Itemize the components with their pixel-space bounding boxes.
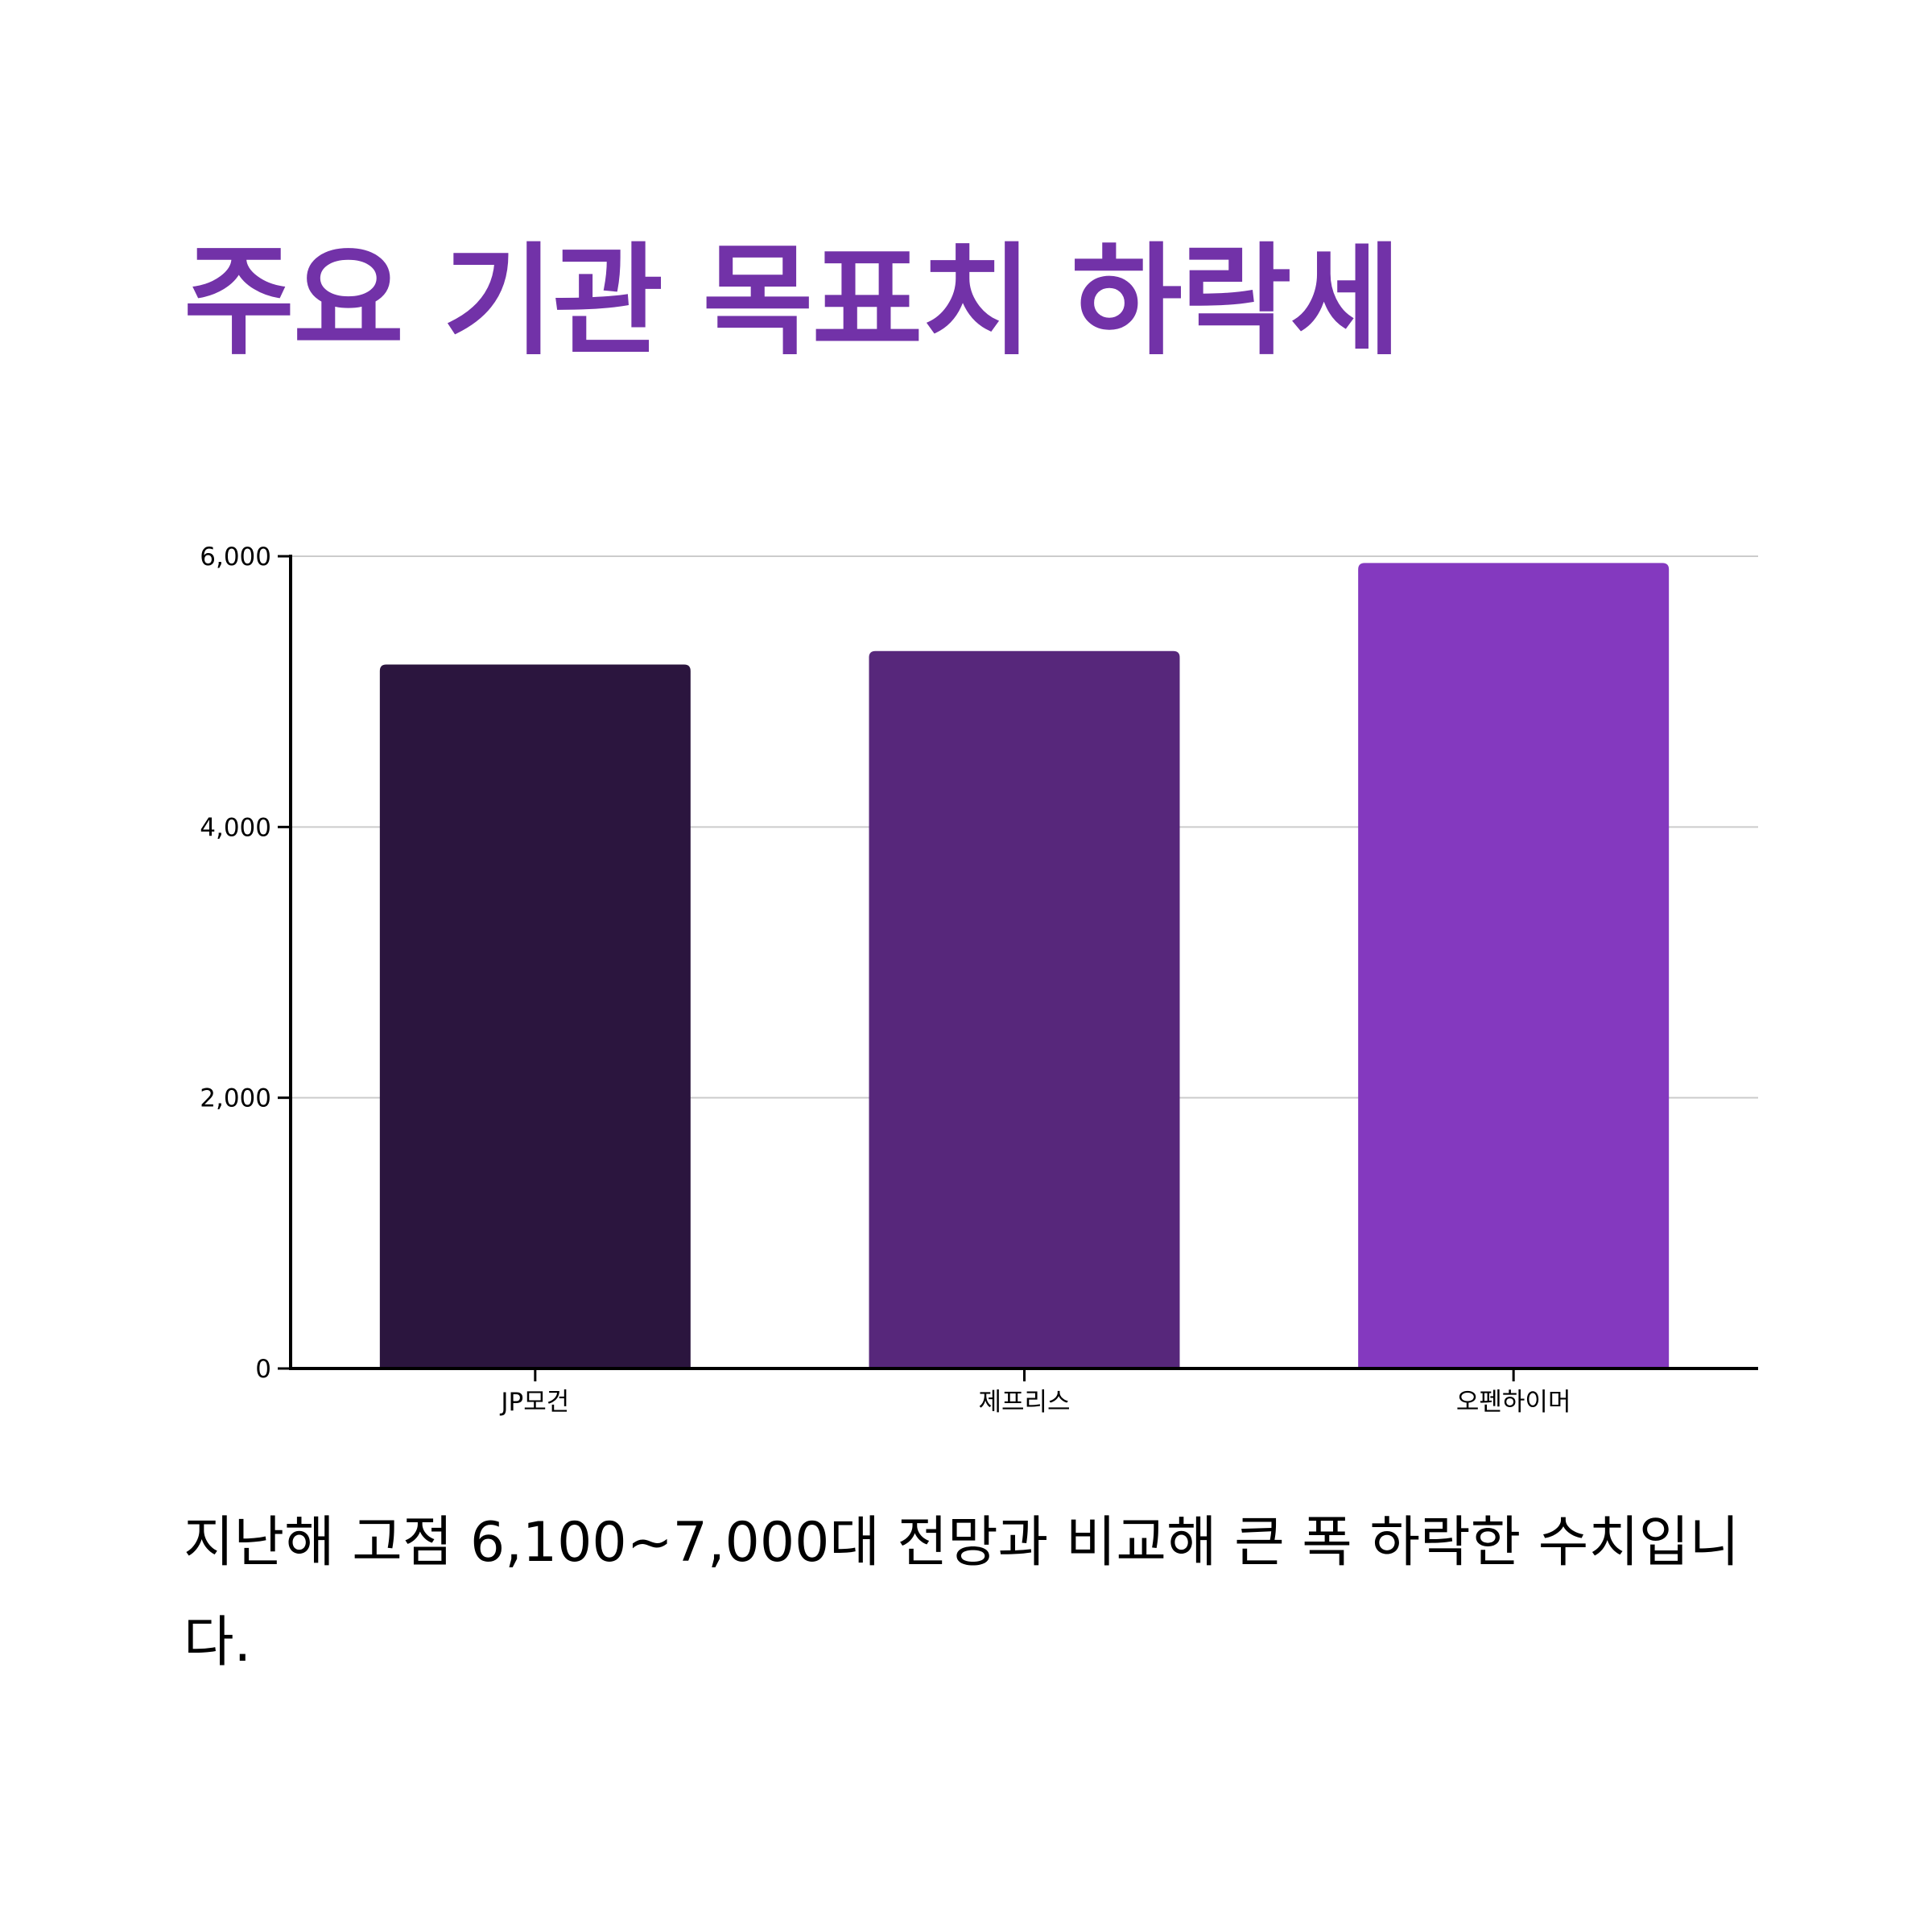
y-tick-label: 2,000 [200, 1084, 271, 1113]
bar-chart: 0 2,000 4,000 6,000 JP모건 제프리스 오펜하이머 [200, 543, 1758, 1417]
bar [1358, 563, 1670, 1368]
page-title: 주요 기관 목표치 하락세 [184, 232, 1402, 372]
tick-labels: 0 2,000 4,000 6,000 JP모건 제프리스 오펜하이머 [200, 543, 1571, 1417]
axes [278, 555, 1758, 1381]
x-tick-label: 제프리스 [978, 1388, 1070, 1417]
bars [379, 563, 1670, 1368]
caption-text: 지난해 고점 6,100~7,000대 전망과 비교해 큰 폭 하락한 수치입니… [184, 1511, 1740, 1674]
bar [869, 650, 1180, 1368]
y-tick-label: 0 [255, 1355, 271, 1384]
x-tick-label: JP모건 [499, 1388, 569, 1417]
x-tick-label: 오펜하이머 [1456, 1388, 1571, 1417]
y-tick-label: 4,000 [200, 813, 271, 842]
y-tick-label: 6,000 [200, 543, 271, 572]
bar [379, 664, 691, 1368]
